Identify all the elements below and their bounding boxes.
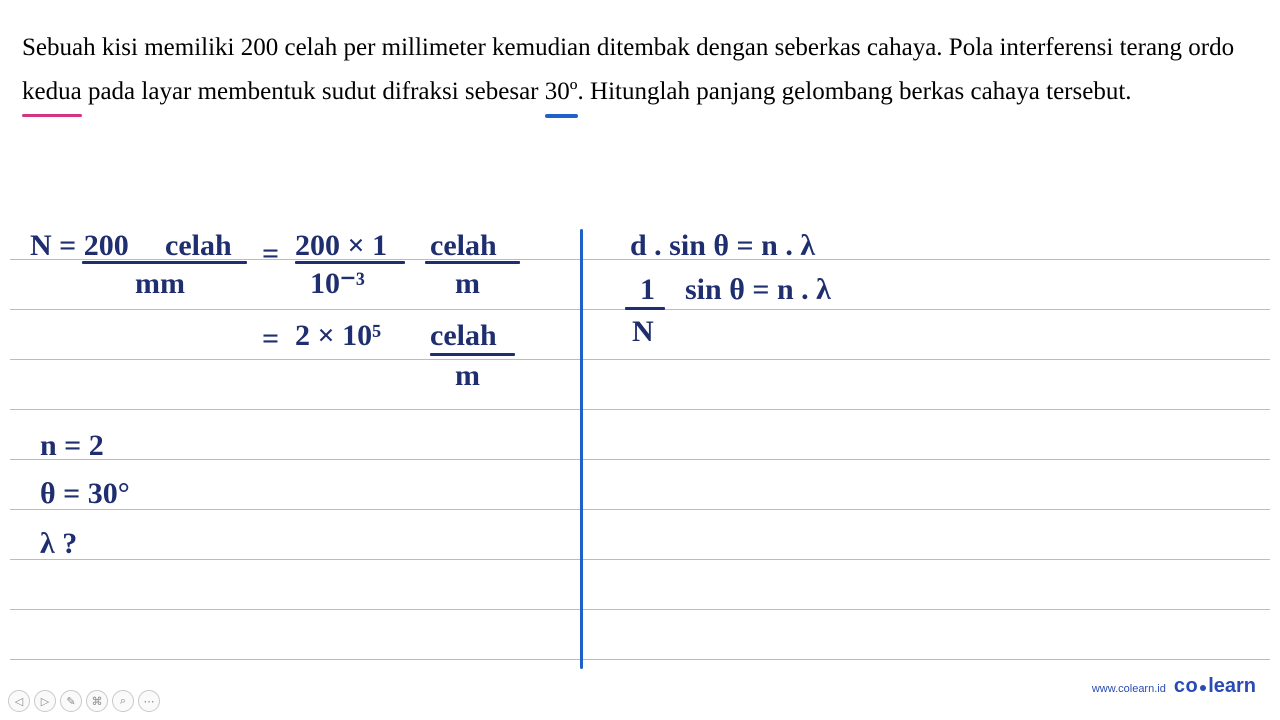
rule-line (10, 459, 1270, 460)
control-pen-button[interactable]: ✎ (60, 690, 82, 712)
branding: www.colearn.id colearn (1092, 675, 1256, 698)
hw-1-over-N-num: 1 (640, 275, 655, 305)
control-more-button[interactable]: ⋯ (138, 690, 160, 712)
problem-kedua-underlined: kedua (22, 70, 82, 114)
problem-30-underlined: 30º (545, 70, 578, 114)
hw-eq-2: = (262, 324, 279, 354)
control-zoom-button[interactable]: ⌕ (112, 690, 134, 712)
problem-part-3: . Hitunglah panjang gelombang berkas cah… (578, 78, 1132, 105)
control-tool-button[interactable]: ⌘ (86, 690, 108, 712)
brand-dot-icon (1200, 685, 1206, 691)
problem-text: Sebuah kisi memiliki 200 celah per milli… (0, 0, 1280, 114)
page-root: Sebuah kisi memiliki 200 celah per milli… (0, 0, 1280, 720)
hw-m-2: m (455, 361, 480, 391)
frac-bar-3 (430, 353, 515, 356)
hw-200x1: 200 × 1 (295, 231, 387, 261)
column-separator (580, 229, 583, 669)
brand-co: co (1174, 675, 1198, 697)
brand-logo: colearn (1174, 675, 1256, 698)
rule-line (10, 559, 1270, 560)
hw-2e5: 2 × 10⁵ (295, 321, 381, 351)
hw-d-sin-theta: d . sin θ = n . λ (630, 231, 815, 261)
control-next-button[interactable]: ▷ (34, 690, 56, 712)
hw-mm: mm (135, 269, 185, 299)
frac-bar-2a (295, 261, 405, 264)
hw-n-2: n = 2 (40, 431, 104, 461)
hw-celah-1: celah (165, 231, 232, 261)
hw-10m3: 10⁻³ (310, 269, 365, 299)
frac-bar-1 (82, 261, 247, 264)
problem-part-1: Sebuah kisi memiliki 200 celah per milli… (22, 34, 1234, 61)
frac-bar-2b (425, 261, 520, 264)
hw-theta-30: θ = 30° (40, 479, 130, 509)
frac-bar-1N (625, 307, 665, 310)
hw-sin-theta-n-lambda: sin θ = n . λ (685, 275, 831, 305)
rule-line (10, 409, 1270, 410)
rule-line (10, 609, 1270, 610)
hw-N-eq-200: N = 200 (30, 231, 129, 261)
hw-1-over-N-den: N (632, 317, 654, 347)
notebook-area: N = 200 celah mm = 200 × 1 celah 10⁻³ m … (0, 229, 1280, 720)
control-bar: ◁ ▷ ✎ ⌘ ⌕ ⋯ (8, 690, 160, 712)
control-prev-button[interactable]: ◁ (8, 690, 30, 712)
brand-learn: learn (1208, 675, 1256, 697)
hw-lambda-q: λ ? (40, 529, 77, 559)
rule-line (10, 509, 1270, 510)
hw-celah-3: celah (430, 321, 497, 351)
problem-part-2: pada layar membentuk sudut difraksi sebe… (82, 78, 545, 105)
hw-m-1: m (455, 269, 480, 299)
rule-line (10, 659, 1270, 660)
hw-celah-2: celah (430, 231, 497, 261)
hw-eq-1: = (262, 239, 279, 269)
rule-line (10, 359, 1270, 360)
brand-url: www.colearn.id (1092, 683, 1166, 695)
